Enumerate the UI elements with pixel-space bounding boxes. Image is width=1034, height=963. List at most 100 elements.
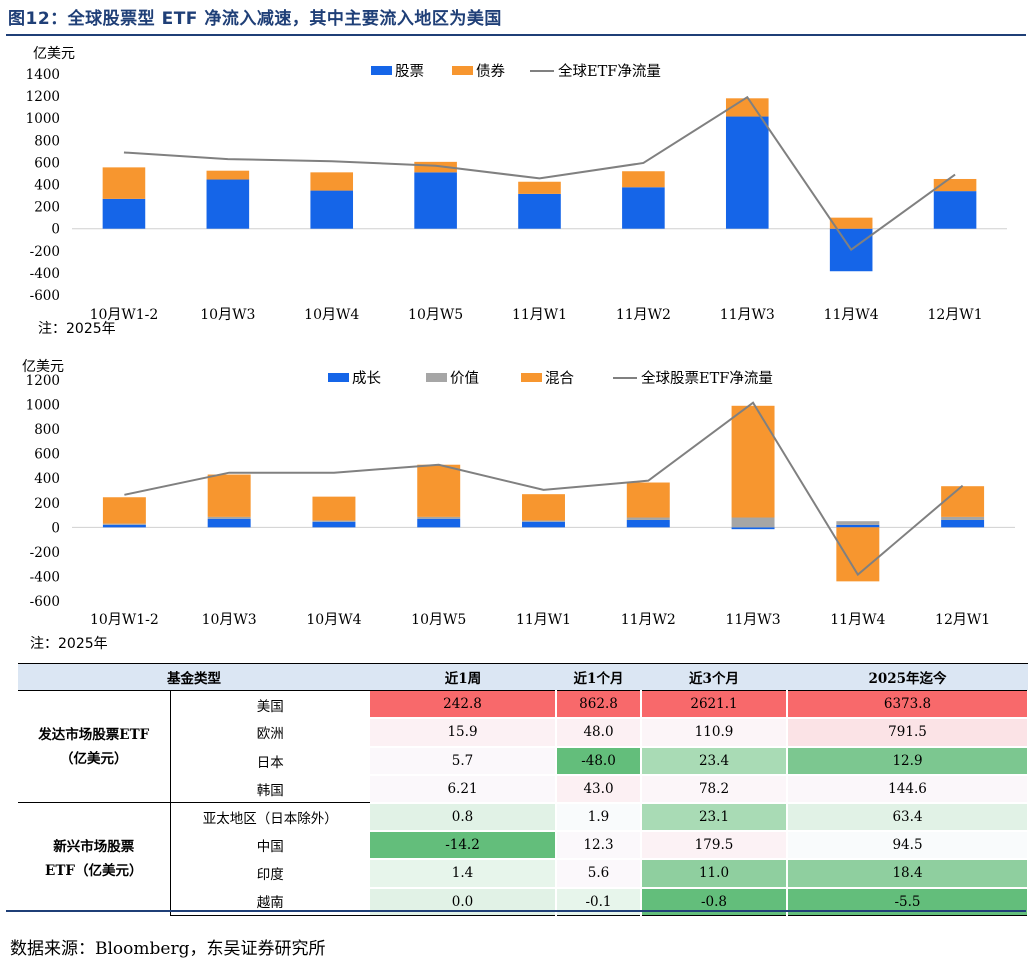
chart1-note: 注：2025年 [38, 321, 116, 337]
bar-股票 [622, 187, 665, 229]
header-3m: 近3个月 [641, 662, 787, 692]
legend-label: 全球股票ETF净流量 [641, 369, 773, 387]
y-tick-label: 400 [34, 178, 60, 194]
x-category-label: 11月W3 [720, 307, 775, 323]
y-tick-label: 400 [34, 471, 60, 487]
table-header-row: 基金类型 近1周 近1个月 近3个月 2025年迄今 [18, 662, 1028, 692]
table-cell: 18.4 [787, 859, 1029, 889]
y-tick-label: -200 [30, 244, 60, 260]
bar-混合 [836, 527, 880, 582]
bar-价值 [417, 516, 461, 519]
table-cell: 63.4 [787, 802, 1029, 833]
row-name: 韩国 [256, 782, 284, 799]
bar-混合 [207, 474, 251, 517]
table-cell: 5.6 [556, 859, 642, 889]
table-cell: 2621.1 [641, 690, 788, 720]
bar-价值 [731, 517, 775, 528]
table-cell: 1.9 [556, 802, 642, 833]
chart2-note: 注：2025年 [30, 636, 108, 652]
legend-label: 股票 [395, 64, 424, 80]
bar-价值 [102, 523, 146, 525]
table-cell: 862.8 [556, 690, 642, 720]
bar-股票 [414, 172, 457, 229]
y-tick-label: 200 [34, 200, 60, 216]
table-row: 日本 5.7 -48.0 23.4 12.9 [18, 746, 1029, 776]
legend-swatch [371, 66, 392, 75]
line-全球股票ETF净流量 [124, 401, 964, 577]
y-tick-label: 1200 [26, 373, 60, 389]
table-cell: 5.7 [370, 746, 557, 776]
legend-swatch [452, 66, 473, 75]
legend-label: 成长 [352, 370, 381, 387]
x-category-label: 10月W3 [202, 612, 257, 628]
bottom-rule [6, 910, 1026, 912]
y-tick-label: -400 [30, 266, 60, 282]
bar-债券 [206, 170, 250, 180]
x-category-label: 10月W5 [408, 307, 463, 323]
header-fund-type: 基金类型 [18, 662, 370, 692]
bar-价值 [941, 516, 985, 520]
bar-混合 [522, 494, 565, 521]
bar-债券 [102, 167, 146, 199]
bar-成长 [836, 524, 880, 528]
x-category-label: 11月W1 [512, 307, 567, 323]
bar-价值 [522, 520, 565, 522]
y-tick-label: -400 [30, 569, 60, 585]
group-label: 新兴市场股票 ETF（亿美元） [18, 802, 171, 916]
y-tick-label: 600 [34, 155, 60, 171]
table-cell: 15.9 [370, 718, 557, 748]
bar-债券 [518, 181, 561, 194]
table-cell: 144.6 [787, 774, 1029, 804]
legend-swatch [328, 373, 349, 382]
legend-label: 债券 [476, 63, 505, 80]
table-cell: 23.4 [641, 746, 788, 776]
bar-成长 [626, 519, 670, 528]
table-cell: 11.0 [641, 859, 788, 889]
table-cell: 94.5 [787, 831, 1029, 861]
bar-债券 [622, 171, 665, 188]
y-tick-label: 0 [51, 222, 60, 238]
header-1w: 近1周 [370, 662, 556, 692]
y-tick-label: -600 [30, 288, 60, 304]
row-name: 印度 [256, 867, 284, 884]
group-label-line: ETF（亿美元） [45, 863, 143, 880]
x-category-label: 11月W2 [621, 612, 676, 628]
title-rule [6, 34, 1026, 36]
x-category-label: 10月W4 [304, 307, 359, 323]
x-category-label: 11月W3 [725, 612, 780, 628]
table-cell: 43.0 [556, 774, 642, 804]
bar-混合 [731, 405, 775, 518]
x-category-label: 10月W3 [200, 307, 255, 323]
bar-成长 [102, 524, 146, 528]
bar-债券 [829, 217, 873, 229]
unit-label: 亿美元 [33, 46, 75, 62]
x-category-label: 10月W1-2 [90, 612, 159, 628]
bar-价值 [312, 520, 356, 522]
bar-债券 [414, 161, 457, 173]
group-label: 发达市场股票ETF （亿美元） [18, 690, 171, 803]
table-row: 欧洲 15.9 48.0 110.9 791.5 [18, 718, 1029, 748]
table-cell: -48.0 [556, 746, 642, 776]
y-tick-label: 0 [51, 520, 60, 536]
x-category-label: 10月W5 [411, 612, 466, 628]
table-cell: 791.5 [787, 718, 1029, 748]
y-tick-label: 800 [34, 133, 60, 149]
table-row: 新兴市场股票 ETF（亿美元） 亚太地区（日本除外） 0.8 1.9 23.1 63.4 [18, 802, 1029, 916]
bar-混合 [941, 486, 985, 517]
chart-equity-style-flows: 亿美元 -600 -400 -200 0 200 400 600 800 1000 1200 10月W… [22, 359, 1015, 628]
group-label-line: 新兴市场股票 [53, 839, 135, 856]
y-tick-label: 1000 [26, 398, 60, 414]
table-cell: 6373.8 [787, 690, 1029, 720]
table-cell: 1.4 [370, 859, 557, 889]
y-tick-label: 1400 [26, 67, 60, 83]
bar-混合 [626, 482, 670, 518]
row-name: 美国 [256, 698, 284, 715]
source-note: 数据来源：Bloomberg，东吴证券研究所 [10, 939, 326, 959]
table-row: 印度 1.4 5.6 11.0 18.4 [18, 859, 1029, 889]
table-cell: 23.1 [641, 802, 788, 833]
chart-etf-flows: 亿美元 -600 -400 -200 0 200 400 600 800 1000 1200 1400… [26, 46, 1007, 323]
bar-股票 [725, 116, 769, 229]
row-name: 亚太地区（日本除外） [170, 802, 370, 832]
table-cell: 78.2 [641, 774, 788, 804]
x-category-label: 11月W4 [824, 307, 879, 323]
